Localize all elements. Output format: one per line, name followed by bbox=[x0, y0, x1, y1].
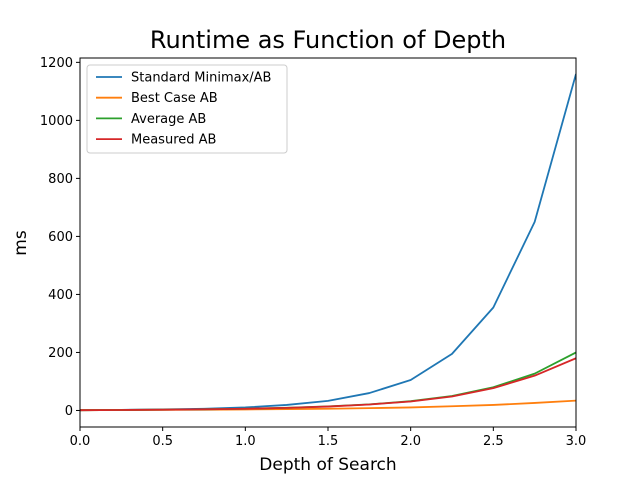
y-tick-label: 600 bbox=[48, 230, 73, 245]
y-tick-label: 200 bbox=[48, 346, 73, 361]
series-group bbox=[80, 73, 576, 412]
y-axis-title: ms bbox=[11, 230, 31, 256]
x-axis: 0.0 0.5 1.0 1.5 2.0 2.5 3.0 bbox=[70, 427, 587, 449]
y-tick-label: 1200 bbox=[40, 56, 73, 71]
legend-label: Standard Minimax/AB bbox=[131, 71, 271, 86]
series-line-4 bbox=[80, 357, 576, 412]
legend-box bbox=[86, 64, 288, 154]
x-tick-label: 3.0 bbox=[566, 434, 587, 449]
x-tick-label: 2.0 bbox=[400, 434, 421, 449]
chart-title: Runtime as Function of Depth bbox=[150, 26, 506, 54]
legend-label: Best Case AB bbox=[131, 91, 218, 106]
x-tick-label: 0.5 bbox=[152, 434, 173, 449]
x-tick-label: 2.5 bbox=[483, 434, 504, 449]
x-tick-label: 1.0 bbox=[235, 434, 256, 449]
x-axis-title: Depth of Search bbox=[259, 455, 396, 475]
legend-label: Average AB bbox=[131, 112, 206, 127]
x-tick-label: 1.5 bbox=[318, 434, 339, 449]
legend-label: Measured AB bbox=[131, 133, 216, 148]
x-tick-label: 0.0 bbox=[70, 434, 91, 449]
y-tick-label: 800 bbox=[48, 172, 73, 187]
y-tick-label: 0 bbox=[65, 404, 73, 419]
y-tick-label: 400 bbox=[48, 288, 73, 303]
y-tick-label: 1000 bbox=[40, 114, 73, 129]
legend: Standard Minimax/AB Best Case AB Average A… bbox=[86, 64, 288, 154]
y-axis: 0 200 400 600 800 1000 1200 bbox=[40, 56, 80, 419]
